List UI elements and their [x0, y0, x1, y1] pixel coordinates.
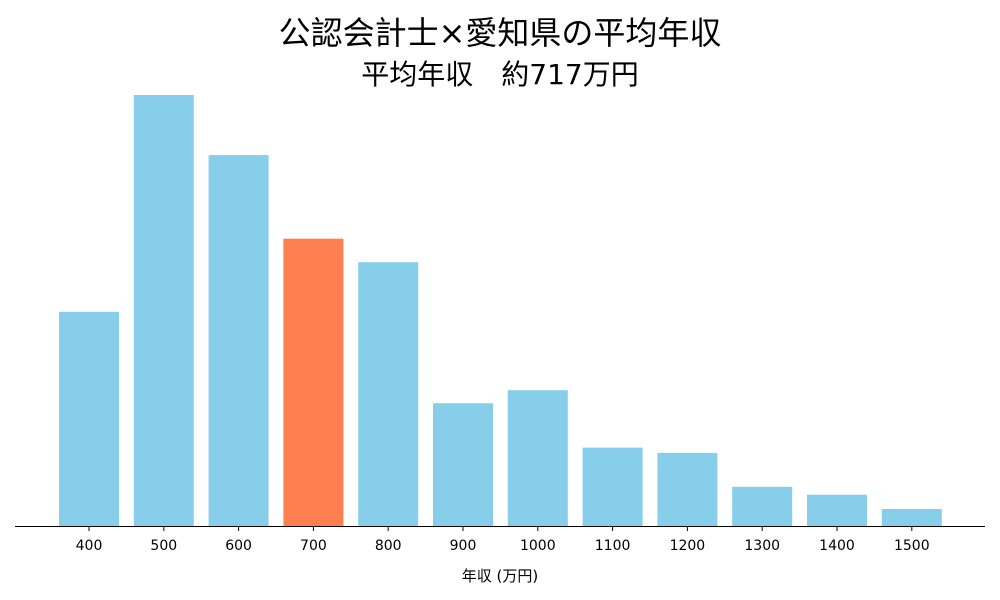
bar-800	[358, 262, 419, 526]
x-tick-label-1000: 1000	[520, 538, 556, 554]
x-tick-label-400: 400	[76, 538, 103, 554]
bar-700	[283, 238, 344, 526]
x-tick-label-600: 600	[225, 538, 252, 554]
x-tick-label-1400: 1400	[819, 538, 855, 554]
x-tick-label-1200: 1200	[670, 538, 706, 554]
x-tick-label-1500: 1500	[894, 538, 930, 554]
bar-1100	[582, 447, 643, 526]
bar-400	[59, 311, 119, 526]
bar-600	[208, 155, 269, 526]
x-tick-label-700: 700	[300, 538, 327, 554]
x-tick-label-500: 500	[150, 538, 177, 554]
x-tick-labels: 400 500 600 700 800 900 1000 1100 1200 1300 1400 15…	[76, 526, 930, 554]
x-tick-label-1100: 1100	[595, 538, 631, 554]
chart-subtitle: 平均年収 約717万円	[361, 58, 638, 91]
x-tick-label-800: 800	[375, 538, 402, 554]
x-tick-label-900: 900	[450, 538, 477, 554]
chart-title: 公認会計士×愛知県の平均年収	[279, 14, 722, 52]
bar-900	[433, 403, 493, 526]
bars-group	[59, 95, 942, 526]
bar-1500	[881, 509, 942, 526]
x-axis-label: 年収 (万円)	[462, 567, 538, 585]
bar-1300	[732, 486, 793, 526]
bar-500	[133, 95, 194, 526]
bar-1200	[657, 452, 718, 526]
x-tick-label-1300: 1300	[744, 538, 780, 554]
bar-1000	[507, 390, 568, 526]
bar-1400	[807, 494, 867, 526]
